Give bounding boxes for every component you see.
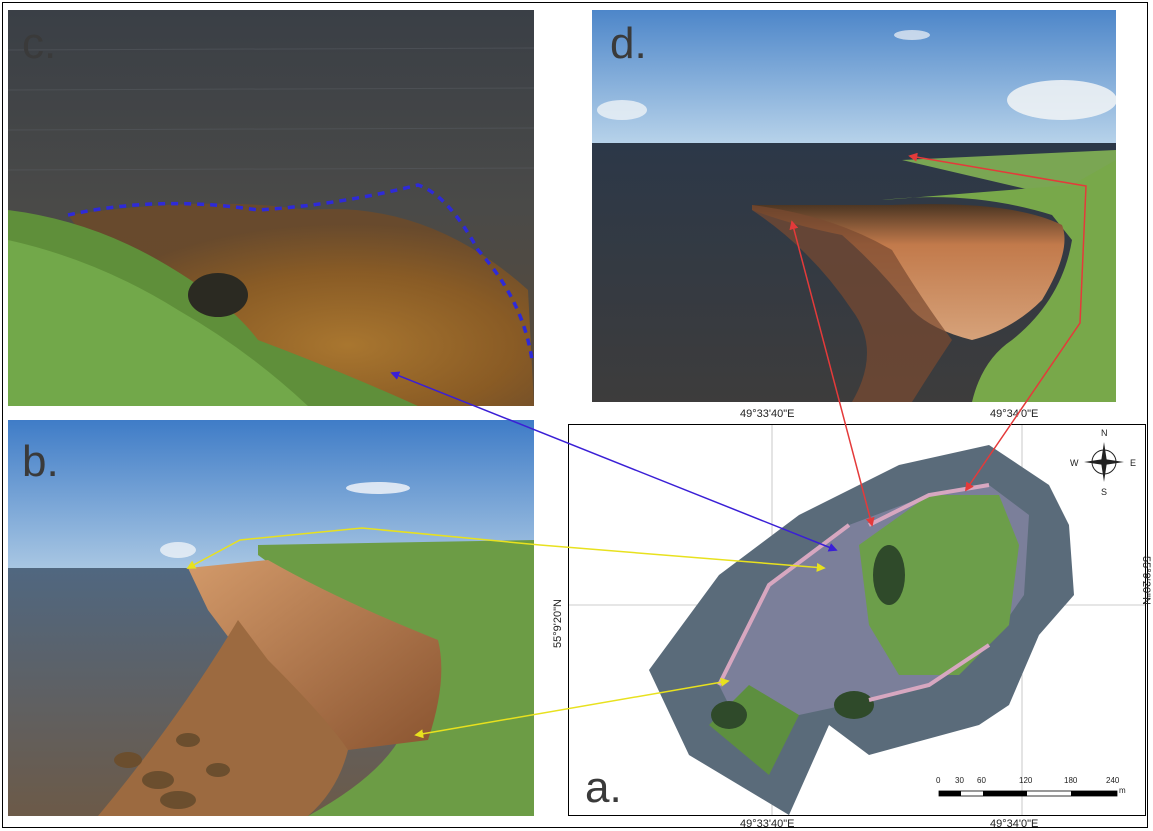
- scale-unit: m: [1119, 786, 1126, 795]
- compass-s-label: S: [1101, 487, 1108, 497]
- scale-tick-60: 60: [977, 776, 986, 785]
- orthophoto-map-panel: N S W E 0 30 60 120 180 240 m: [568, 424, 1146, 816]
- scale-tick-0: 0: [936, 776, 941, 785]
- panel-label-c: c.: [22, 19, 57, 68]
- photo-panel-d: [592, 10, 1116, 402]
- panel-label-d: d.: [610, 19, 647, 68]
- map-top-lon-1: 49°33'40"E: [740, 408, 795, 420]
- panel-label-b: b.: [22, 437, 59, 486]
- scale-tick-30: 30: [955, 776, 964, 785]
- compass-n-label: N: [1101, 428, 1108, 438]
- scale-bar: [938, 790, 1118, 797]
- photo-panel-b: [8, 420, 534, 816]
- map-right-lat: 55°9'20"N: [1140, 556, 1152, 605]
- map-bottom-lon-2: 49°34'0"E: [990, 818, 1039, 830]
- scale-tick-120: 120: [1019, 776, 1033, 785]
- scale-tick-240: 240: [1106, 776, 1120, 785]
- north-arrow-icon: [1084, 442, 1124, 482]
- photo-panel-c: [8, 10, 534, 406]
- scale-tick-180: 180: [1064, 776, 1078, 785]
- sediment-boundary-dotted-line: [67, 183, 534, 361]
- map-top-lon-2: 49°34'0"E: [990, 408, 1039, 420]
- map-bottom-lon-1: 49°33'40"E: [740, 818, 795, 830]
- map-left-lat: 55°9'20"N: [552, 599, 564, 648]
- compass-e-label: E: [1130, 458, 1137, 468]
- panel-label-a: a.: [585, 763, 622, 812]
- compass-w-label: W: [1070, 458, 1079, 468]
